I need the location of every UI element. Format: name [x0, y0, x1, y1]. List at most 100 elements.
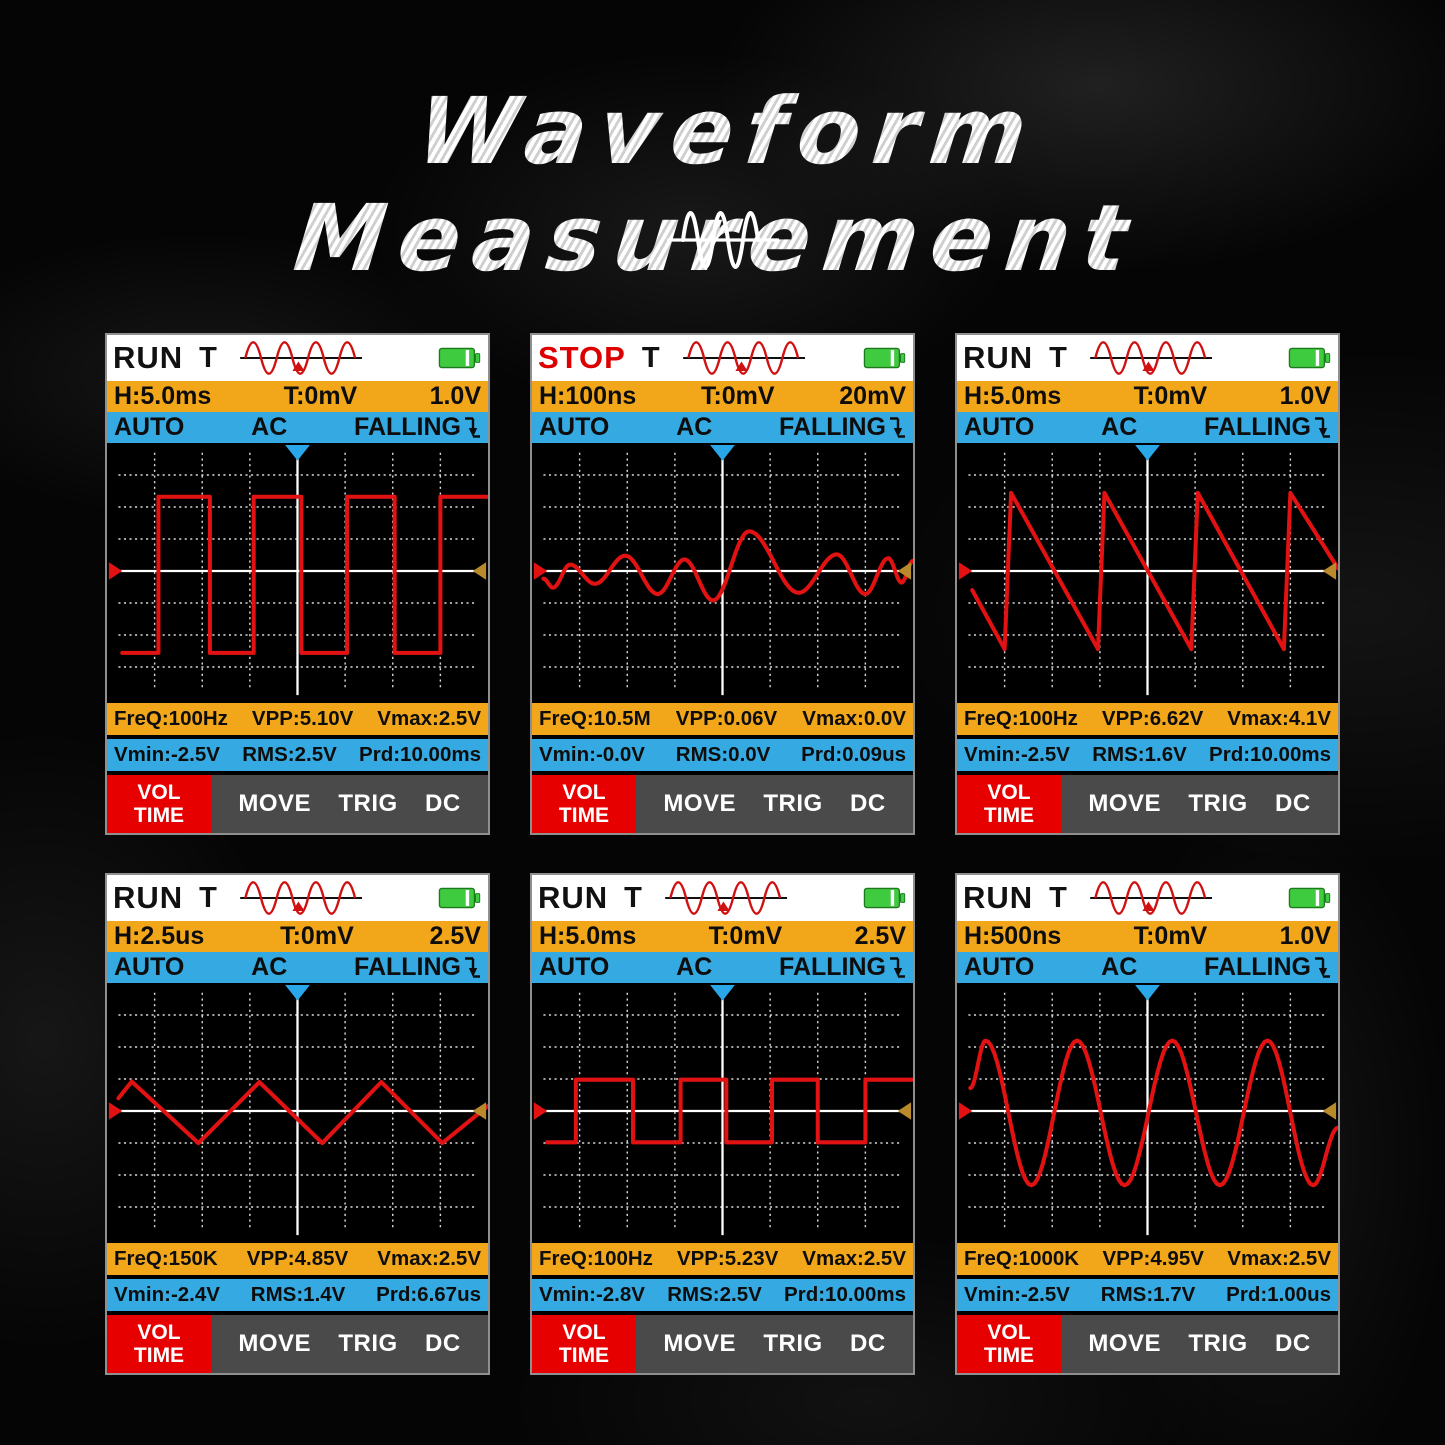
measurements-bar-1: FreQ:100Hz VPP:5.10V Vmax:2.5V: [107, 703, 488, 735]
vol-time-button[interactable]: VOL TIME: [107, 775, 211, 833]
vpp-value: VPP:6.62V: [1101, 707, 1204, 730]
measurements-bar-1: FreQ:150K VPP:4.85V Vmax:2.5V: [107, 1243, 488, 1275]
vol-label: VOL: [137, 1320, 181, 1344]
trigger-edge-value: FALLING: [354, 953, 461, 981]
softkey-bar: VOL TIME MOVE TRIG DC: [107, 1315, 488, 1373]
dc-button[interactable]: DC: [850, 790, 886, 817]
time-per-div-value: H:5.0ms: [539, 922, 637, 950]
trigger-level-value: T:0mV: [280, 922, 354, 950]
trigger-waveform-icon: [240, 341, 362, 375]
trigger-settings-bar: AUTO AC FALLING: [957, 952, 1338, 983]
coupling-value: AC: [251, 413, 288, 441]
trigger-level-marker: [472, 1102, 487, 1120]
vol-time-button[interactable]: VOL TIME: [532, 775, 636, 833]
vpp-value: VPP:5.23V: [676, 1247, 779, 1270]
dc-button[interactable]: DC: [425, 790, 461, 817]
trig-button[interactable]: TRIG: [338, 790, 398, 817]
battery-icon: [1288, 347, 1331, 369]
vmax-value: Vmax:2.5V: [377, 707, 481, 730]
battery-icon: [863, 887, 906, 909]
time-per-div-value: H:5.0ms: [114, 382, 212, 410]
period-value: Prd:0.09us: [801, 743, 906, 766]
vol-time-button[interactable]: VOL TIME: [532, 1315, 636, 1373]
battery-icon: [863, 347, 906, 369]
trigger-settings-bar: AUTO AC FALLING: [532, 952, 913, 983]
measurements-bar-1: FreQ:100Hz VPP:6.62V Vmax:4.1V: [957, 703, 1338, 735]
trigger-edge-value: FALLING: [1204, 413, 1311, 441]
trigger-level-value: T:0mV: [708, 922, 783, 950]
vmax-value: Vmax:2.5V: [802, 1247, 906, 1270]
trigger-waveform-icon: [1090, 881, 1212, 915]
measurements-bar-2: Vmin:-2.5V RMS:1.6V Prd:10.00ms: [957, 739, 1338, 771]
vol-label: VOL: [987, 1320, 1031, 1344]
frequency-value: FreQ:100Hz: [539, 1247, 653, 1270]
trig-button[interactable]: TRIG: [338, 1330, 398, 1357]
trigger-mode-value: AUTO: [114, 413, 185, 441]
time-label: TIME: [983, 1344, 1035, 1367]
vol-label: VOL: [562, 1320, 606, 1344]
trig-button[interactable]: TRIG: [1188, 1330, 1248, 1357]
trigger-position-marker: [1135, 444, 1160, 461]
channel-level-marker: [958, 1102, 973, 1120]
status-bar: RUN T: [957, 875, 1338, 921]
time-per-div-value: H:500ns: [964, 922, 1062, 950]
frequency-value: FreQ:100Hz: [964, 707, 1078, 730]
dc-button[interactable]: DC: [850, 1330, 886, 1357]
dc-button[interactable]: DC: [425, 1330, 461, 1357]
waveform-display: [107, 443, 488, 699]
vol-time-button[interactable]: VOL TIME: [957, 775, 1061, 833]
run-stop-status: STOP: [538, 340, 626, 375]
trigger-edge-value: FALLING: [779, 953, 886, 981]
dc-button[interactable]: DC: [1275, 1330, 1311, 1357]
trig-button[interactable]: TRIG: [763, 790, 823, 817]
frequency-value: FreQ:100Hz: [114, 707, 228, 730]
move-button[interactable]: MOVE: [238, 790, 312, 817]
rms-value: RMS:1.7V: [1100, 1283, 1196, 1306]
time-label: TIME: [133, 1344, 185, 1367]
move-button[interactable]: MOVE: [663, 1330, 737, 1357]
battery-icon: [1288, 887, 1331, 909]
vol-time-button[interactable]: VOL TIME: [107, 1315, 211, 1373]
oscilloscope-screen: RUN T H:5.0ms T:0mV 2.5V AUTO AC FALLI: [530, 873, 915, 1375]
time-label: TIME: [558, 1344, 610, 1367]
softkey-bar: VOL TIME MOVE TRIG DC: [532, 1315, 913, 1373]
oscilloscope-screen: RUN T H:5.0ms T:0mV 1.0V AUTO AC FALLI: [105, 333, 490, 835]
falling-edge-icon: [1314, 956, 1330, 978]
trigger-level-value: T:0mV: [1133, 382, 1208, 410]
period-value: Prd:10.00ms: [784, 1283, 906, 1306]
sine-wave-icon: [666, 211, 779, 269]
volts-per-div-value: 20mV: [839, 382, 906, 410]
horizontal-settings-bar: H:5.0ms T:0mV 2.5V: [532, 921, 913, 952]
move-button[interactable]: MOVE: [663, 790, 737, 817]
trigger-level-value: T:0mV: [283, 382, 358, 410]
vmin-value: Vmin:-2.5V: [114, 743, 220, 766]
trigger-position-marker: [710, 444, 735, 461]
trig-button[interactable]: TRIG: [763, 1330, 823, 1357]
vmax-value: Vmax:2.5V: [1227, 1247, 1331, 1270]
measurements-bar-1: FreQ:10.5M VPP:0.06V Vmax:0.0V: [532, 703, 913, 735]
move-button[interactable]: MOVE: [1088, 790, 1162, 817]
frequency-value: FreQ:150K: [114, 1247, 218, 1270]
waveform-display: [107, 983, 488, 1239]
trigger-settings-bar: AUTO AC FALLING: [532, 412, 913, 443]
move-button[interactable]: MOVE: [1088, 1330, 1162, 1357]
time-label: TIME: [983, 804, 1035, 827]
trigger-mode-value: AUTO: [964, 953, 1035, 981]
falling-edge-icon: [464, 956, 480, 978]
trig-button[interactable]: TRIG: [1188, 790, 1248, 817]
measurements-bar-1: FreQ:1000K VPP:4.95V Vmax:2.5V: [957, 1243, 1338, 1275]
vol-time-button[interactable]: VOL TIME: [957, 1315, 1061, 1373]
trigger-mode-value: AUTO: [964, 413, 1035, 441]
move-button[interactable]: MOVE: [238, 1330, 312, 1357]
trigger-edge-value: FALLING: [354, 413, 461, 441]
trigger-level-marker: [897, 1102, 912, 1120]
vmin-value: Vmin:-0.0V: [539, 743, 645, 766]
measurements-bar-2: Vmin:-2.5V RMS:1.7V Prd:1.00us: [957, 1279, 1338, 1311]
vmax-value: Vmax:0.0V: [802, 707, 906, 730]
waveform-display: [532, 443, 913, 699]
channel-level-marker: [533, 562, 548, 580]
waveform-display: [957, 983, 1338, 1239]
trigger-waveform-icon: [240, 881, 362, 915]
dc-button[interactable]: DC: [1275, 790, 1311, 817]
